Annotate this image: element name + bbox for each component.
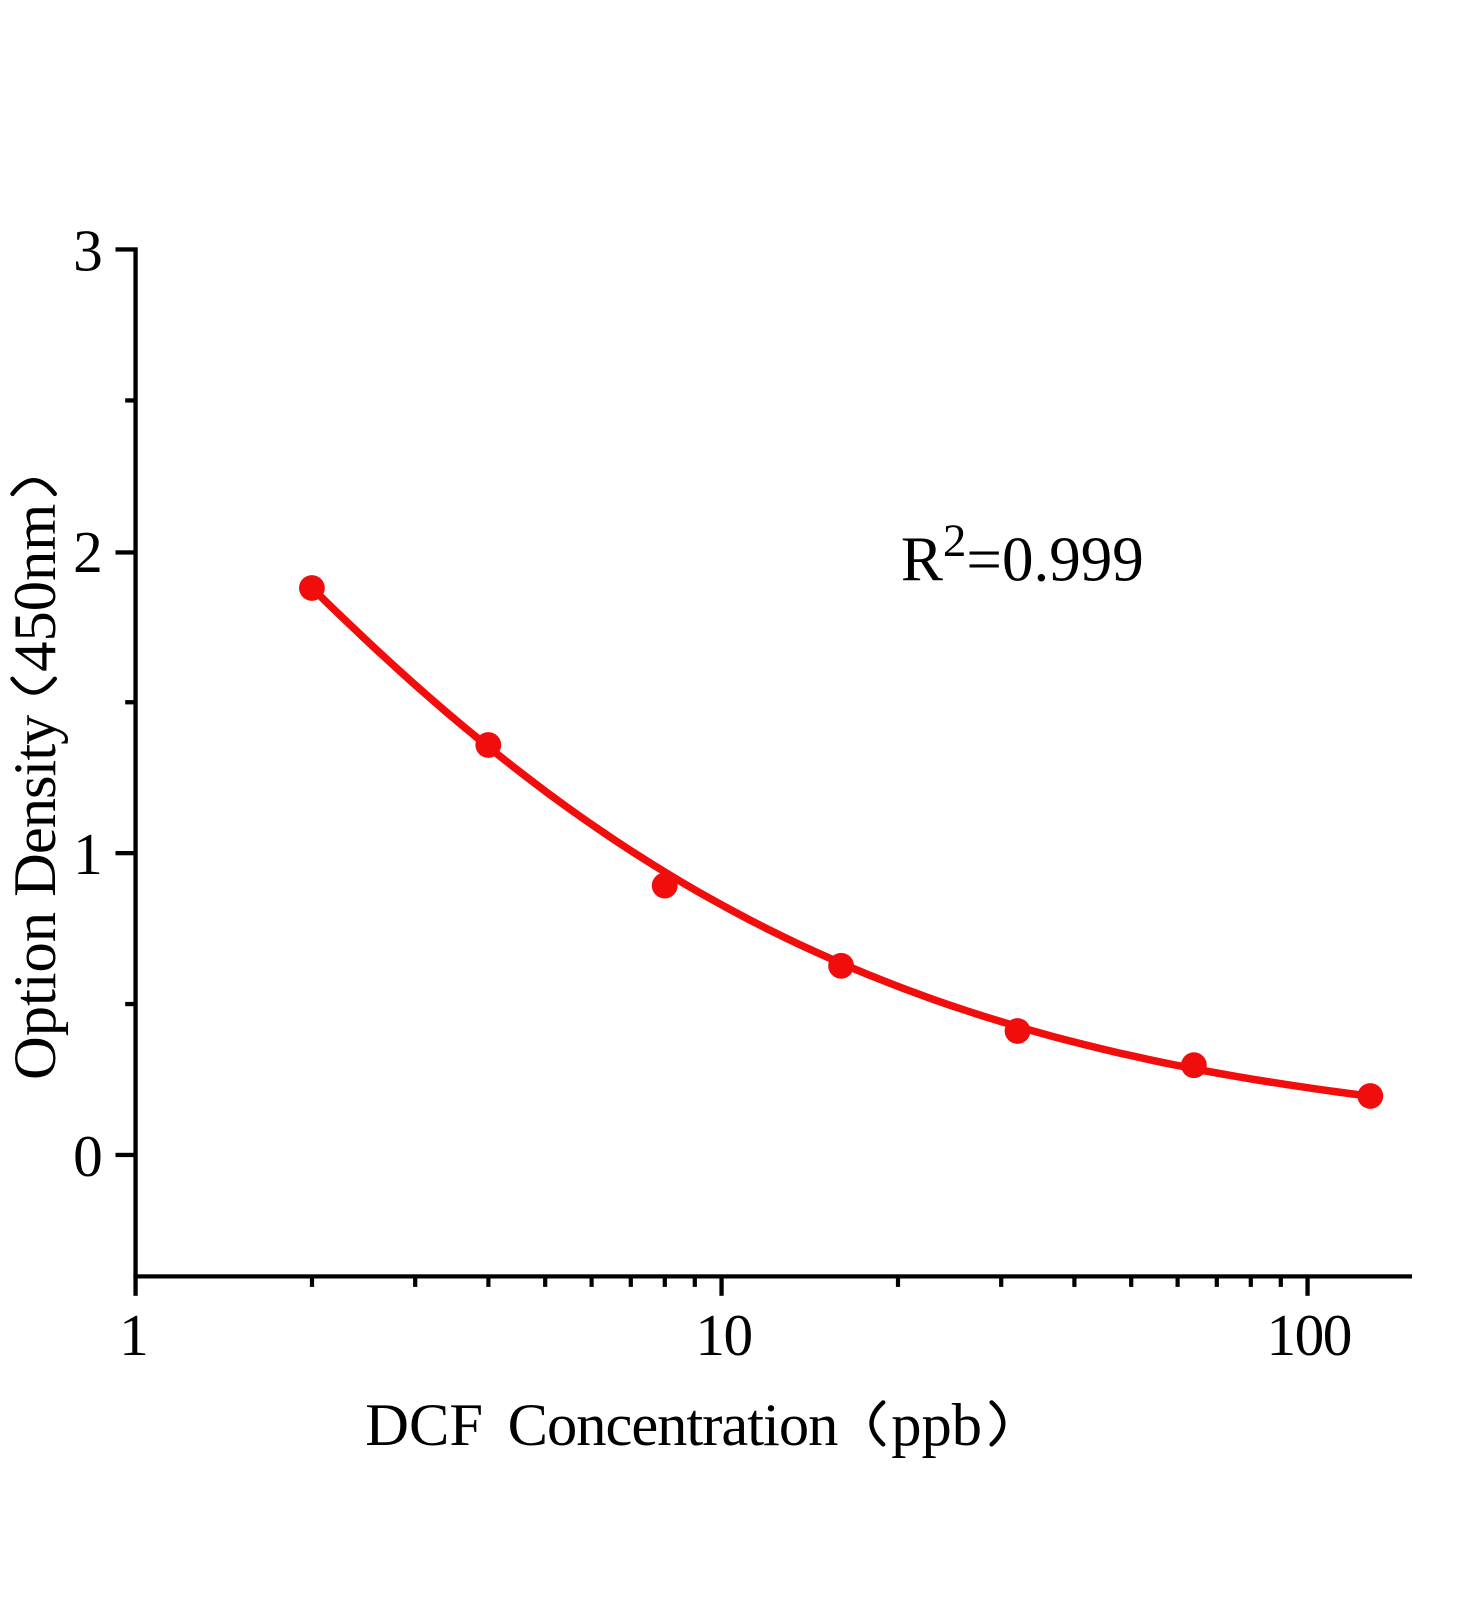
svg-text:Option Density: Option Density (2, 714, 69, 1080)
svg-text:1: 1 (119, 1302, 149, 1368)
svg-text:3: 3 (73, 217, 103, 283)
svg-text:DCF Concentration: DCF Concentration (365, 1392, 838, 1459)
svg-text:2: 2 (73, 519, 103, 585)
svg-text:0: 0 (73, 1123, 103, 1189)
svg-text:100: 100 (1266, 1302, 1350, 1368)
svg-text:1: 1 (73, 821, 103, 887)
svg-text:ppb: ppb (891, 1392, 982, 1459)
svg-text:R2=0.999: R2=0.999 (901, 515, 1144, 595)
svg-text:10: 10 (695, 1302, 751, 1368)
svg-text:450nm: 450nm (2, 504, 69, 672)
